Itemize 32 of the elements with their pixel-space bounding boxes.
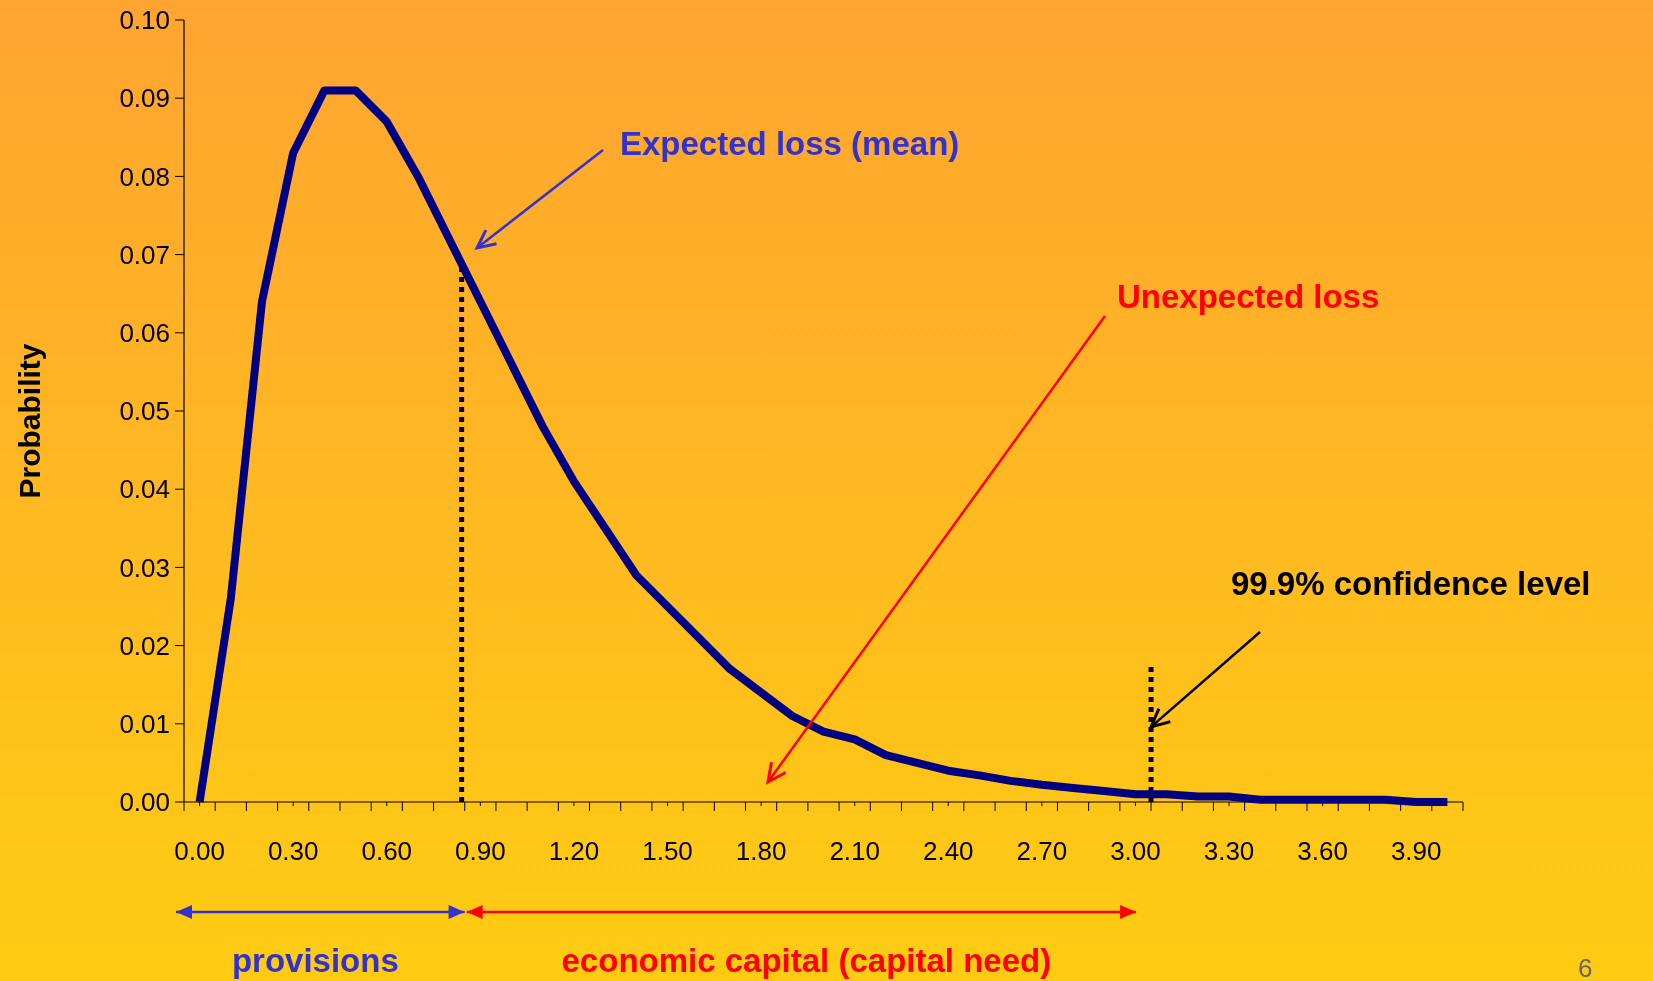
x-tick-label: 2.70 xyxy=(1016,836,1068,866)
x-tick-label: 0.90 xyxy=(455,836,506,866)
y-axis-title: Probability xyxy=(13,343,46,499)
x-tick-label: 2.10 xyxy=(829,836,880,866)
y-tick-label: 0.00 xyxy=(119,787,170,818)
x-tick-label: 3.00 xyxy=(1110,836,1161,866)
annotation: 99.9% confidence level xyxy=(1231,565,1591,602)
x-tick-label: 3.60 xyxy=(1297,836,1348,866)
x-tick-label: 0.30 xyxy=(267,836,319,866)
text: 6 xyxy=(1578,953,1593,981)
x-tick-label: 3.30 xyxy=(1203,836,1255,866)
x-tick-label: 1.50 xyxy=(642,836,693,866)
y-tick-label: 0.03 xyxy=(119,552,170,583)
x-tick-label: 3.90 xyxy=(1390,836,1442,866)
x-tick-label: 0.60 xyxy=(361,836,413,866)
annotation: Expected loss (mean) xyxy=(620,125,960,162)
text: economic capital (capital need) xyxy=(561,942,1052,979)
x-tick-label: 1.20 xyxy=(548,836,600,866)
y-tick-label: 0.09 xyxy=(119,83,170,114)
y-tick-label: 0.04 xyxy=(119,474,170,505)
y-tick-label: 0.01 xyxy=(119,708,170,739)
text: provisions xyxy=(231,942,399,979)
y-tick-label: 0.02 xyxy=(119,630,170,661)
y-tick-label: 0.10 xyxy=(119,5,170,36)
y-tick-label: 0.07 xyxy=(119,239,170,270)
x-tick-label: 2.40 xyxy=(922,836,974,866)
x-tick-label: 1.80 xyxy=(735,836,787,866)
y-tick-label: 0.05 xyxy=(119,396,170,427)
y-tick-label: 0.06 xyxy=(119,317,170,348)
annotation: Unexpected loss xyxy=(1117,278,1380,315)
y-tick-label: 0.08 xyxy=(119,161,170,192)
x-tick-label: 0.00 xyxy=(174,836,225,866)
